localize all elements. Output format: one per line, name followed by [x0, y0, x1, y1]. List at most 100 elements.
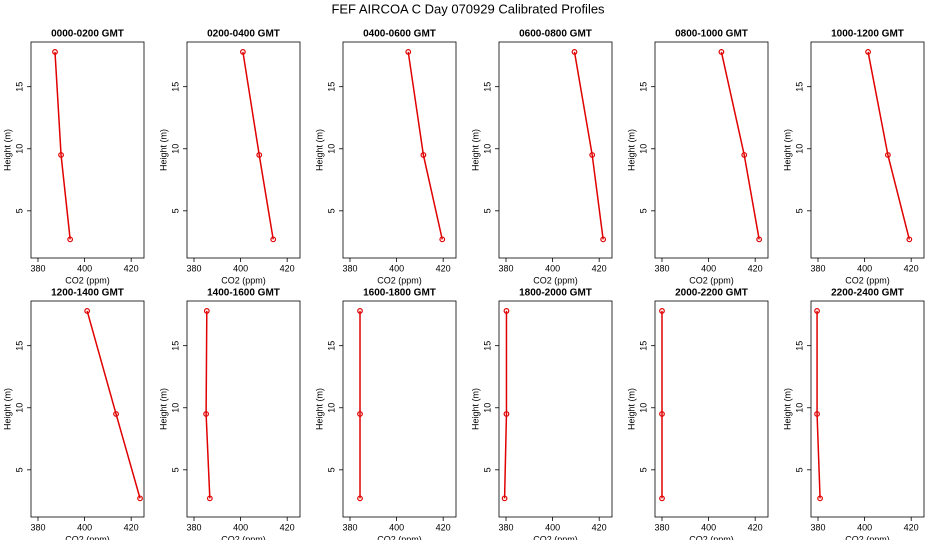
- data-point: [357, 308, 363, 314]
- x-tick-label: 400: [77, 263, 92, 273]
- panel-title: 0000-0200 GMT: [51, 29, 124, 40]
- y-tick-label: 5: [794, 208, 804, 213]
- x-tick-label: 400: [389, 522, 404, 532]
- x-tick-label: 380: [30, 263, 45, 273]
- x-tick-label: 400: [857, 522, 872, 532]
- data-point: [814, 308, 820, 314]
- data-point: [659, 411, 665, 417]
- y-tick-label: 15: [794, 341, 804, 351]
- x-tick-label: 420: [904, 522, 919, 532]
- y-tick-label: 10: [794, 403, 804, 413]
- x-axis-label: CO2 (ppm): [845, 275, 890, 285]
- main-title: FEF AIRCOA C Day 070929 Calibrated Profi…: [331, 1, 605, 16]
- data-point: [357, 495, 363, 502]
- data-point: [817, 495, 823, 502]
- x-axis-label: CO2 (ppm): [845, 534, 890, 540]
- data-point: [501, 495, 508, 502]
- x-tick-label: 420: [592, 522, 607, 532]
- x-tick-label: 380: [186, 522, 201, 532]
- x-axis-label: CO2 (ppm): [377, 275, 422, 285]
- y-axis-label: Height (m): [626, 129, 636, 171]
- y-axis-label: Height (m): [158, 388, 168, 430]
- profile-line: [242, 51, 274, 240]
- y-tick-label: 15: [638, 82, 648, 92]
- profile-line: [205, 310, 211, 499]
- panel-title: 1800-2000 GMT: [519, 288, 592, 299]
- data-point: [206, 495, 213, 502]
- plot-frame: [498, 41, 613, 259]
- y-tick-label: 10: [482, 144, 492, 154]
- x-axis-label: CO2 (ppm): [65, 534, 110, 540]
- y-tick-label: 15: [794, 82, 804, 92]
- data-point: [240, 49, 246, 55]
- data-point: [741, 152, 748, 158]
- y-tick-label: 15: [170, 82, 180, 92]
- x-tick-label: 380: [654, 263, 669, 273]
- y-tick-label: 15: [326, 82, 336, 92]
- x-tick-label: 380: [30, 522, 45, 532]
- plot-frame: [654, 300, 769, 518]
- panel-title: 1200-1400 GMT: [51, 288, 124, 299]
- profile-line: [573, 51, 604, 240]
- y-axis-label: Height (m): [2, 129, 12, 171]
- y-axis-label: Height (m): [314, 388, 324, 430]
- x-tick-label: 380: [810, 263, 825, 273]
- panel-title: 1400-1600 GMT: [207, 288, 280, 299]
- panel-title: 0400-0600 GMT: [363, 29, 436, 40]
- y-tick-label: 10: [794, 144, 804, 154]
- data-point: [67, 236, 74, 243]
- x-tick-label: 420: [124, 263, 139, 273]
- data-point: [256, 152, 263, 158]
- plot-frame: [810, 300, 925, 518]
- y-tick-label: 10: [14, 403, 24, 413]
- data-point: [814, 411, 820, 417]
- panel-title: 2200-2400 GMT: [831, 288, 904, 299]
- y-tick-label: 5: [482, 467, 492, 472]
- profile-line: [54, 51, 71, 240]
- data-point: [884, 152, 891, 158]
- y-axis-label: Height (m): [782, 129, 792, 171]
- profile-line: [407, 51, 443, 240]
- x-tick-label: 400: [701, 522, 716, 532]
- x-tick-label: 380: [654, 522, 669, 532]
- y-axis-label: Height (m): [158, 129, 168, 171]
- data-point: [58, 152, 64, 158]
- y-tick-label: 5: [794, 467, 804, 472]
- x-tick-label: 420: [280, 263, 295, 273]
- plot-frame: [30, 41, 145, 259]
- y-axis-label: Height (m): [470, 129, 480, 171]
- plot-frame: [186, 300, 301, 518]
- x-tick-label: 380: [810, 522, 825, 532]
- plot-frame: [654, 41, 769, 259]
- x-axis-label: CO2 (ppm): [221, 275, 266, 285]
- plot-frame: [342, 41, 457, 259]
- y-tick-label: 15: [482, 82, 492, 92]
- x-tick-label: 420: [592, 263, 607, 273]
- data-point: [600, 236, 607, 243]
- y-tick-label: 15: [14, 82, 24, 92]
- y-axis-label: Height (m): [2, 388, 12, 430]
- y-tick-label: 5: [638, 208, 648, 213]
- y-tick-label: 10: [638, 144, 648, 154]
- plot-frame: [30, 300, 145, 518]
- data-point: [137, 495, 143, 502]
- data-point: [357, 411, 363, 417]
- y-tick-label: 15: [326, 341, 336, 351]
- x-tick-label: 400: [857, 263, 872, 273]
- panel-title: 0600-0800 GMT: [519, 29, 592, 40]
- x-tick-label: 420: [124, 522, 139, 532]
- x-tick-label: 400: [233, 263, 248, 273]
- panel-title: 2000-2200 GMT: [675, 288, 748, 299]
- panel-title: 0800-1000 GMT: [675, 29, 748, 40]
- plot-frame: [810, 41, 925, 259]
- y-tick-label: 10: [326, 144, 336, 154]
- profile-line: [816, 310, 821, 499]
- y-axis-label: Height (m): [782, 388, 792, 430]
- x-tick-label: 400: [77, 522, 92, 532]
- y-axis-label: Height (m): [470, 388, 480, 430]
- data-point: [756, 236, 763, 243]
- y-axis-label: Height (m): [626, 388, 636, 430]
- x-tick-label: 400: [389, 263, 404, 273]
- plot-frame: [342, 300, 457, 518]
